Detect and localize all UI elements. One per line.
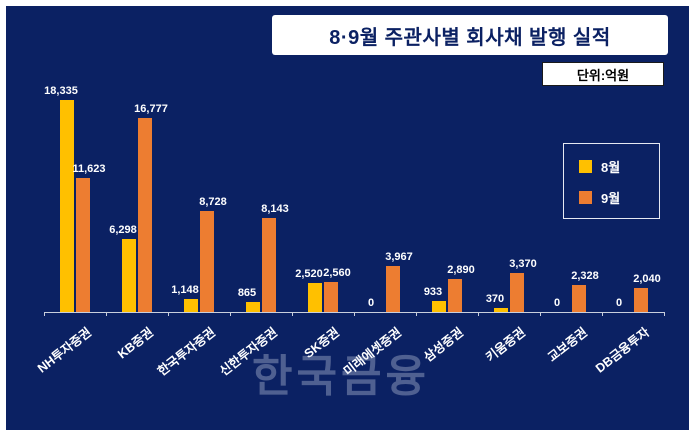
value-label: 1,148 [171, 284, 199, 296]
value-label: 370 [485, 293, 505, 305]
value-label: 2,890 [447, 264, 475, 276]
axis-tick [416, 312, 417, 316]
value-label: 11,623 [72, 163, 106, 175]
bar-august [308, 283, 322, 312]
value-label: 16,777 [134, 103, 168, 115]
bar-september [572, 285, 586, 312]
chart-title-box: 8·9월 주관사별 회사채 발행 실적 [272, 15, 668, 55]
legend-swatch-september-icon [579, 190, 592, 204]
value-label: 3,967 [385, 251, 413, 263]
value-label: 2,560 [323, 267, 351, 279]
legend-label-august: 8월 [601, 159, 621, 175]
chart-panel: 8·9월 주관사별 회사채 발행 실적 단위:억원 8월 9월 18,335 11… [6, 6, 689, 430]
axis-tick [292, 312, 293, 316]
axis-tick [602, 312, 603, 316]
value-label: 3,370 [509, 258, 537, 270]
bar-august [432, 301, 446, 312]
bar-september [510, 273, 524, 312]
value-label: 0 [367, 297, 375, 309]
value-label: 8,728 [199, 196, 227, 208]
bar-september [448, 279, 462, 312]
unit-label: 단위:억원 [542, 62, 664, 86]
bar-august [60, 100, 74, 312]
bar-september [634, 288, 648, 312]
axis-tick [354, 312, 355, 316]
legend-swatch-august-icon [579, 159, 592, 173]
bar-september [76, 178, 90, 312]
plot-area: 18,335 11,623 NH투자증권 6,298 16,777 KB증권 1,148 8,… [35, 85, 665, 379]
axis-tick [106, 312, 107, 316]
bar-august [122, 239, 136, 312]
value-label: 18,335 [44, 85, 78, 97]
bar-august [184, 299, 198, 312]
axis-tick [230, 312, 231, 316]
bar-september [262, 218, 276, 312]
bar-september [138, 118, 152, 312]
value-label: 933 [423, 286, 443, 298]
legend-item-august: 8월 [579, 155, 659, 177]
bar-august [494, 308, 508, 312]
legend-label-september: 9월 [601, 190, 621, 206]
value-label: 0 [553, 297, 561, 309]
bar-august [246, 302, 260, 312]
axis-tick [540, 312, 541, 316]
value-label: 2,040 [633, 273, 661, 285]
bar-september [324, 282, 338, 312]
value-label: 6,298 [109, 224, 137, 236]
value-label: 8,143 [261, 203, 289, 215]
value-label: 2,520 [295, 268, 323, 280]
value-label: 0 [615, 297, 623, 309]
value-label: 865 [237, 287, 257, 299]
axis-tick [664, 312, 665, 316]
legend: 8월 9월 [563, 143, 660, 219]
legend-item-september: 9월 [579, 186, 659, 208]
bar-september [386, 266, 400, 312]
axis-tick [478, 312, 479, 316]
bar-september [200, 211, 214, 312]
axis-tick [44, 312, 45, 316]
chart-title: 8·9월 주관사별 회사채 발행 실적 [329, 26, 611, 49]
axis-tick [168, 312, 169, 316]
value-label: 2,328 [571, 270, 599, 282]
